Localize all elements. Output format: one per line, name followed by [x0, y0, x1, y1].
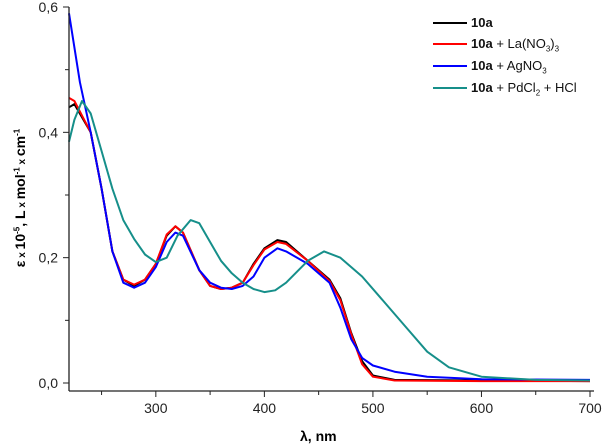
x-tick-label: 500: [361, 400, 385, 416]
label-segment: mol: [12, 174, 28, 200]
label-segment: + AgNO: [492, 58, 543, 73]
label-segment: , L: [12, 210, 28, 227]
label-segment: 10a: [471, 58, 493, 73]
label-segment: ): [550, 36, 555, 51]
label-segment: 3: [542, 66, 547, 76]
series-line-1: [68, 97, 590, 383]
legend-entry-3: 10a + PdCl2 + HCl: [471, 80, 577, 98]
label-segment: 10a: [471, 36, 493, 51]
series-line-3: [68, 100, 591, 382]
y-axis-label: ε x 10-5, L x mol-1 x cm-1: [12, 58, 28, 338]
label-segment: ε: [12, 260, 28, 268]
x-tick-label: 600: [470, 400, 494, 416]
label-segment: 3: [554, 44, 560, 54]
legend-entry-2: 10a + AgNO3: [471, 58, 547, 76]
x-tick-label: 400: [253, 400, 277, 416]
label-segment: 3: [545, 44, 551, 54]
label-segment: cm: [12, 135, 28, 157]
label-segment: λ, nm: [300, 428, 337, 444]
label-segment: -1: [12, 167, 22, 175]
legend-entry-1: 10a + La(NO3)3: [471, 36, 559, 54]
series-line-2: [68, 13, 591, 381]
series-line-0: [68, 103, 591, 383]
y-tick-label: 0,4: [39, 124, 59, 140]
legend-entry-0: 10a: [471, 15, 493, 30]
y-tick-label: 0,6: [39, 0, 59, 15]
x-axis-label: λ, nm: [300, 428, 337, 444]
label-segment: 10a: [471, 80, 493, 95]
label-segment: + PdCl: [492, 80, 536, 95]
label-segment: 10a: [471, 15, 493, 30]
y-tick-label: 0,0: [39, 375, 59, 391]
label-segment: 10: [12, 233, 28, 250]
x-tick-label: 300: [144, 400, 168, 416]
label-segment: x: [17, 249, 28, 261]
label-segment: + HCl: [540, 80, 577, 95]
label-segment: + La(NO: [492, 36, 546, 51]
label-segment: x: [17, 199, 28, 211]
label-segment: 2: [535, 88, 541, 98]
x-tick-label: 700: [578, 400, 602, 416]
label-segment: x: [17, 156, 28, 168]
y-tick-label: 0,2: [39, 250, 59, 266]
label-segment: -5: [12, 226, 22, 234]
label-segment: -1: [12, 128, 22, 136]
